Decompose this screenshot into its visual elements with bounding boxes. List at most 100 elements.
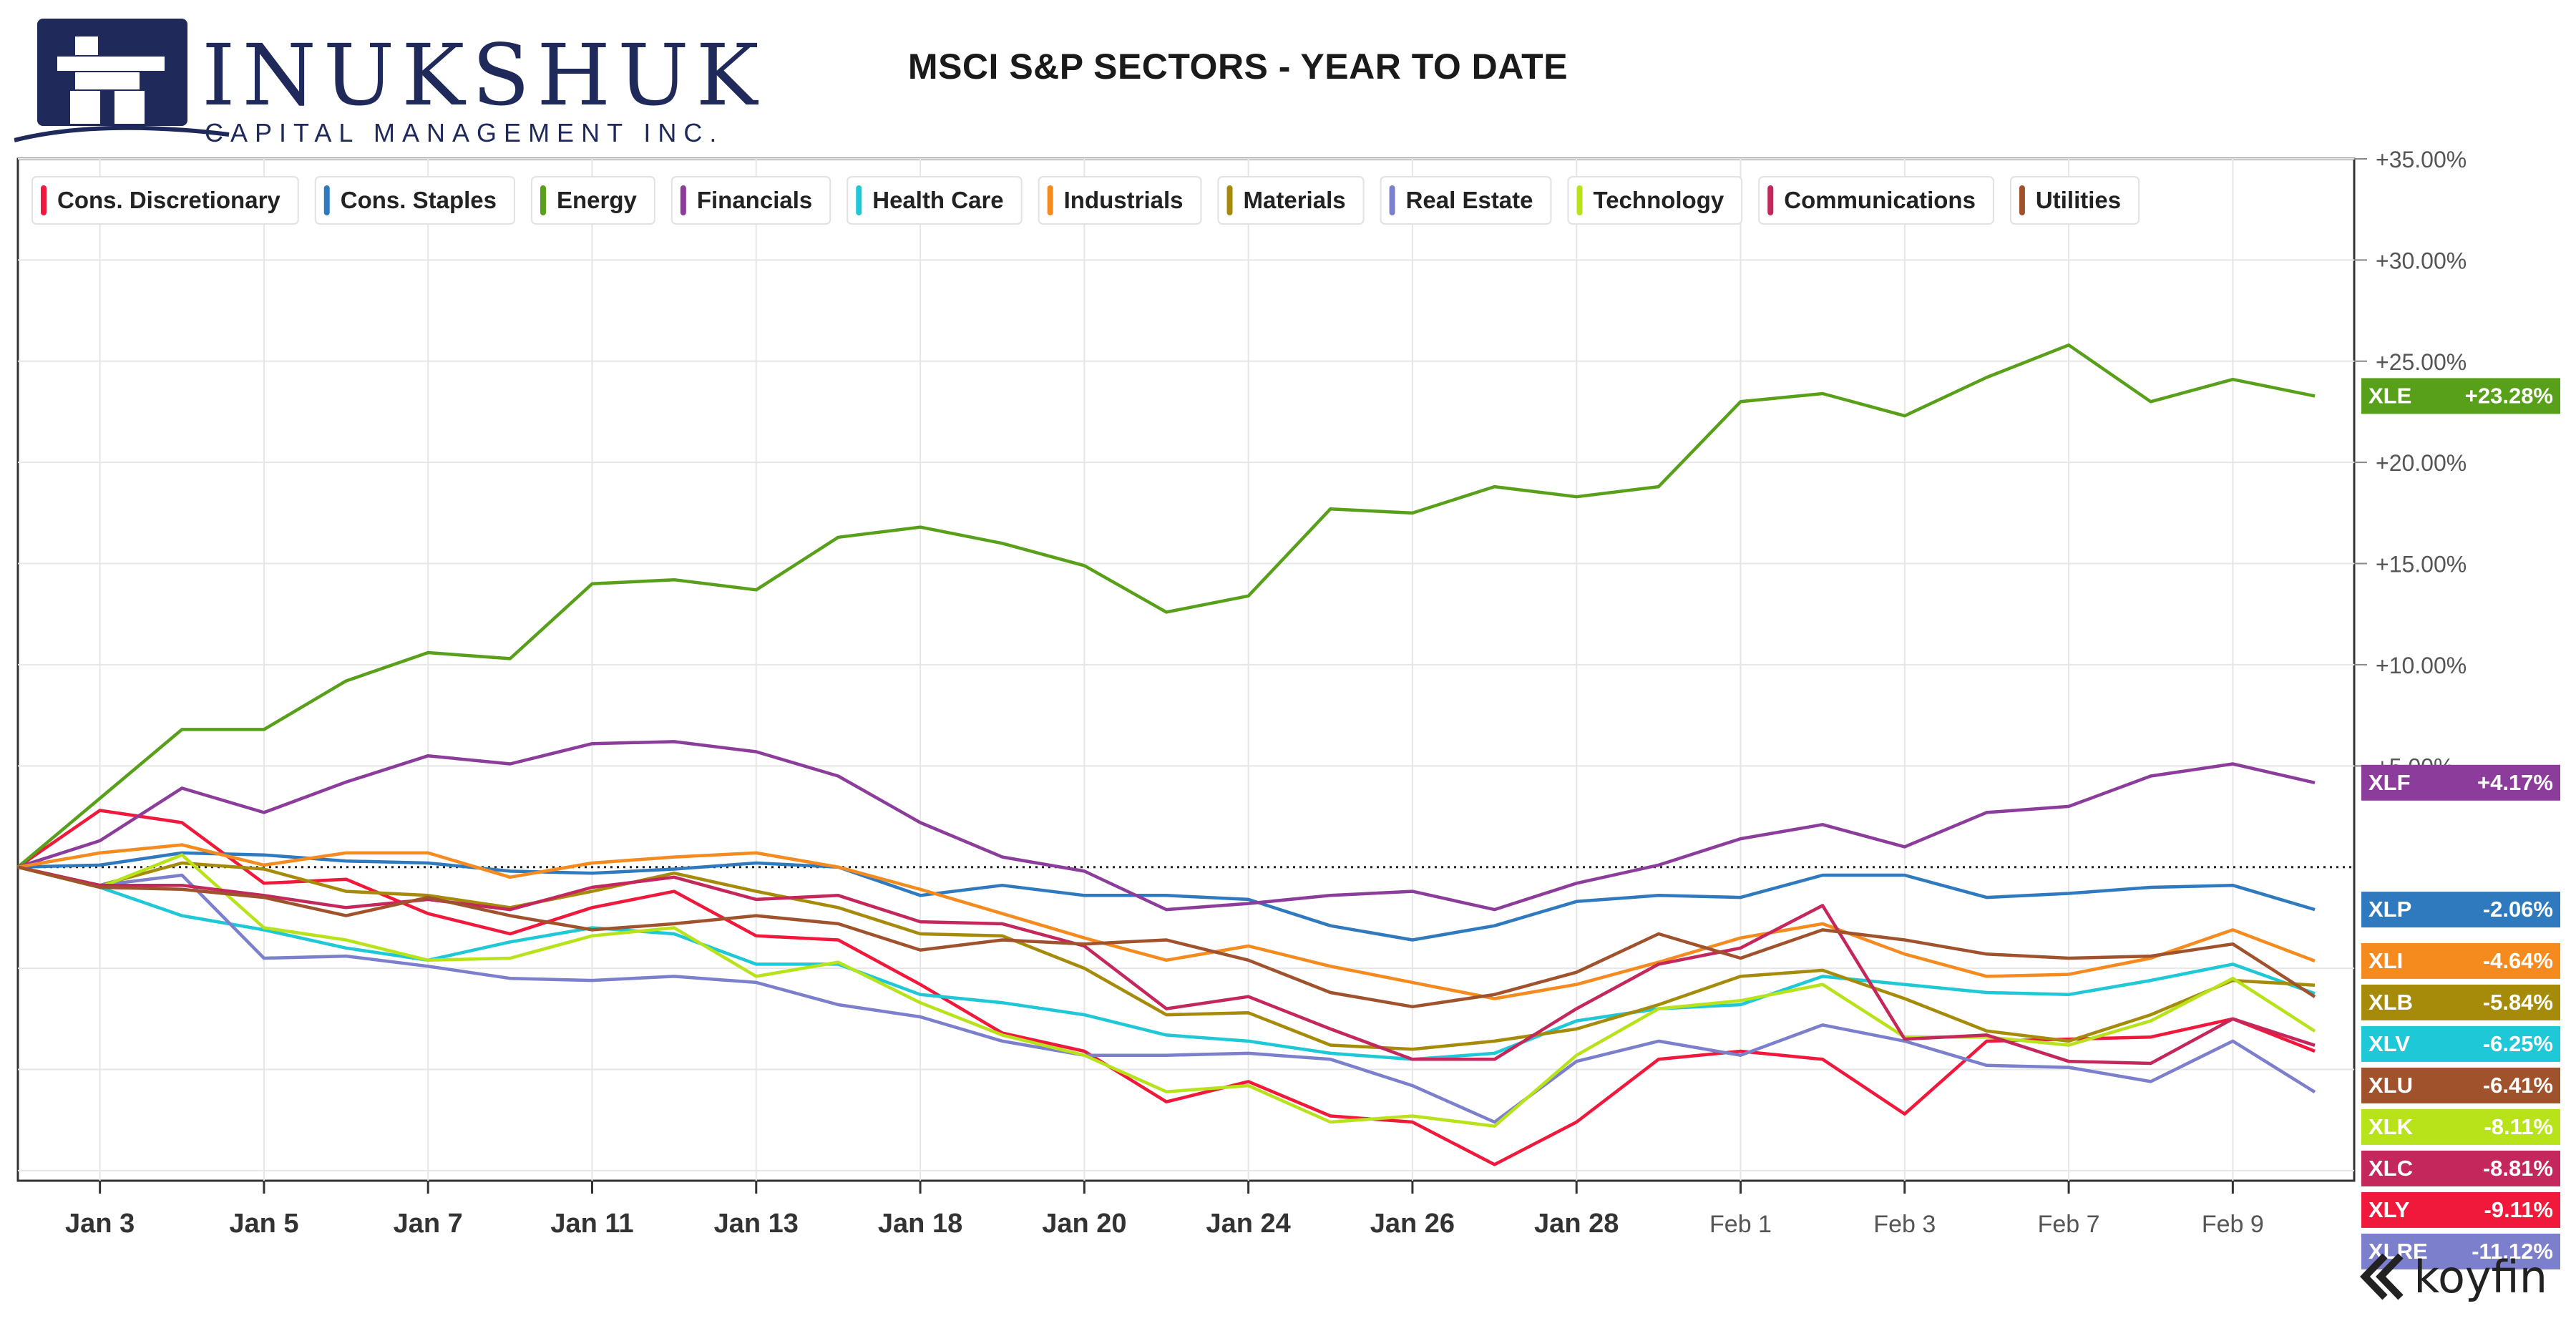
end-label-xlb: XLB -5.84% [2361,984,2560,1020]
end-label-value: -6.25% [2483,1031,2553,1056]
x-tick-label: Jan 18 [878,1209,962,1239]
x-tick-label: Feb 9 [2202,1211,2264,1238]
x-tick-label: Jan 11 [550,1209,633,1239]
company-logo: INUKSHUK CAPITAL MANAGEMENT INC. [14,19,758,147]
legend-chip [1567,176,1743,225]
legend-item[interactable]: Cons. Discretionary [31,176,299,225]
y-tick-label: +20.00% [2376,450,2467,476]
x-tick-label: Jan 5 [229,1209,298,1239]
end-label-box [2361,892,2560,928]
legend-chip [314,176,515,225]
x-tick-label: Jan 20 [1042,1209,1126,1239]
end-label-box [2361,1025,2560,1062]
legend-chip [1758,176,1994,225]
y-tick-label: +10.00% [2376,653,2467,678]
series-xlre [17,865,2316,1124]
end-label-xlp: XLP -2.06% [2361,892,2560,928]
end-label-xle: XLE +23.28% [2361,378,2560,414]
series-xly [16,809,2316,1166]
end-label-value: -2.06% [2483,897,2553,922]
x-tick-label: Jan 28 [1534,1209,1619,1239]
series-xle [16,343,2316,869]
x-tick-label: Jan 13 [714,1209,799,1239]
legend-label: Cons. Staples [341,187,497,213]
end-label-xlre: XLRE -11.12% [2361,1233,2560,1269]
series-line [17,843,2316,1000]
series-line [17,865,2316,1009]
koyfin-icon [2360,1253,2404,1300]
legend-chip [670,176,831,225]
series-xlu [17,865,2316,1009]
legend-swatch [680,185,686,215]
legend-swatch [856,185,862,215]
end-label-value: -9.11% [2484,1197,2553,1222]
koyfin-watermark: koyfin [2356,1248,2547,1305]
legend-swatch [1226,185,1233,215]
end-label-box [2361,764,2560,801]
legend-item[interactable]: Communications [1758,176,1994,225]
legend-swatch [41,185,47,215]
y-tick-label: +25.00% [2376,349,2467,375]
legend-item[interactable]: Materials [1217,176,1365,225]
legend-chip [530,176,655,225]
brand-subtitle: CAPITAL MANAGEMENT INC. [205,118,723,147]
series-xlp [17,851,2316,942]
legend-label: Financials [697,187,812,213]
series-xlb [17,861,2316,1051]
x-tick-label: Feb 7 [2038,1211,2100,1238]
legend-swatch [2019,185,2025,215]
legend-item[interactable]: Industrials [1038,176,1202,225]
legend-item[interactable]: Energy [530,176,655,225]
end-label-box [2361,984,2560,1020]
end-label-xlf: XLF +4.17% [2361,764,2560,801]
legend-swatch [1767,185,1774,215]
legend-item[interactable]: Utilities [2009,176,2140,225]
x-tick-label: Jan 7 [394,1209,463,1239]
legend-item[interactable]: Financials [670,176,831,225]
x-tick-label: Jan 26 [1370,1209,1455,1239]
end-label-ticker: XLC [2368,1156,2413,1181]
end-label-xly: XLY -9.11% [2361,1191,2560,1228]
legend-label: Health Care [872,187,1003,213]
x-tick-label: Feb 1 [1709,1211,1772,1238]
end-label-box [2361,942,2560,979]
series-line [17,851,2316,942]
end-label-ticker: XLY [2368,1197,2410,1222]
legend-chip [1038,176,1202,225]
end-label-value: -8.11% [2484,1114,2553,1139]
end-label-ticker: XLP [2368,897,2411,922]
series-line [16,343,2316,869]
end-label-box [2361,1191,2560,1228]
legend-item[interactable]: Cons. Staples [314,176,515,225]
chart-title: MSCI S&P SECTORS - YEAR TO DATE [907,47,1568,87]
end-label-box [2361,1067,2560,1103]
x-tick-label: Jan 24 [1206,1209,1290,1239]
end-label-xlc: XLC -8.81% [2361,1150,2560,1186]
end-label-value: -8.81% [2483,1156,2553,1181]
end-label-xlu: XLU -6.41% [2361,1067,2560,1103]
series-line [17,865,2316,1124]
end-label-value: -5.84% [2483,990,2553,1015]
legend-swatch [1389,185,1395,215]
series-line [16,809,2316,1166]
legend-chip [1217,176,1365,225]
end-label-ticker: XLV [2368,1031,2410,1056]
end-label-value: +4.17% [2477,770,2553,795]
series-xli [17,843,2316,1000]
end-label-value: -11.12% [2472,1239,2553,1264]
legend-item[interactable]: Health Care [847,176,1023,225]
legend-label: Cons. Discretionary [57,187,280,213]
legend-swatch [1047,185,1053,215]
legend-item[interactable]: Real Estate [1380,176,1552,225]
end-label-value: -4.64% [2483,948,2553,973]
end-label-ticker: XLF [2368,770,2411,795]
legend-label: Real Estate [1406,187,1533,213]
legend-label: Communications [1784,187,1976,213]
legend-chip [1380,176,1552,225]
legend-item[interactable]: Technology [1567,176,1743,225]
legend-swatch [1576,185,1583,215]
koyfin-brand: koyfin [2414,1250,2547,1303]
end-label-ticker: XLB [2368,990,2413,1015]
legend-label: Materials [1244,187,1346,213]
legend-chip [2009,176,2140,225]
